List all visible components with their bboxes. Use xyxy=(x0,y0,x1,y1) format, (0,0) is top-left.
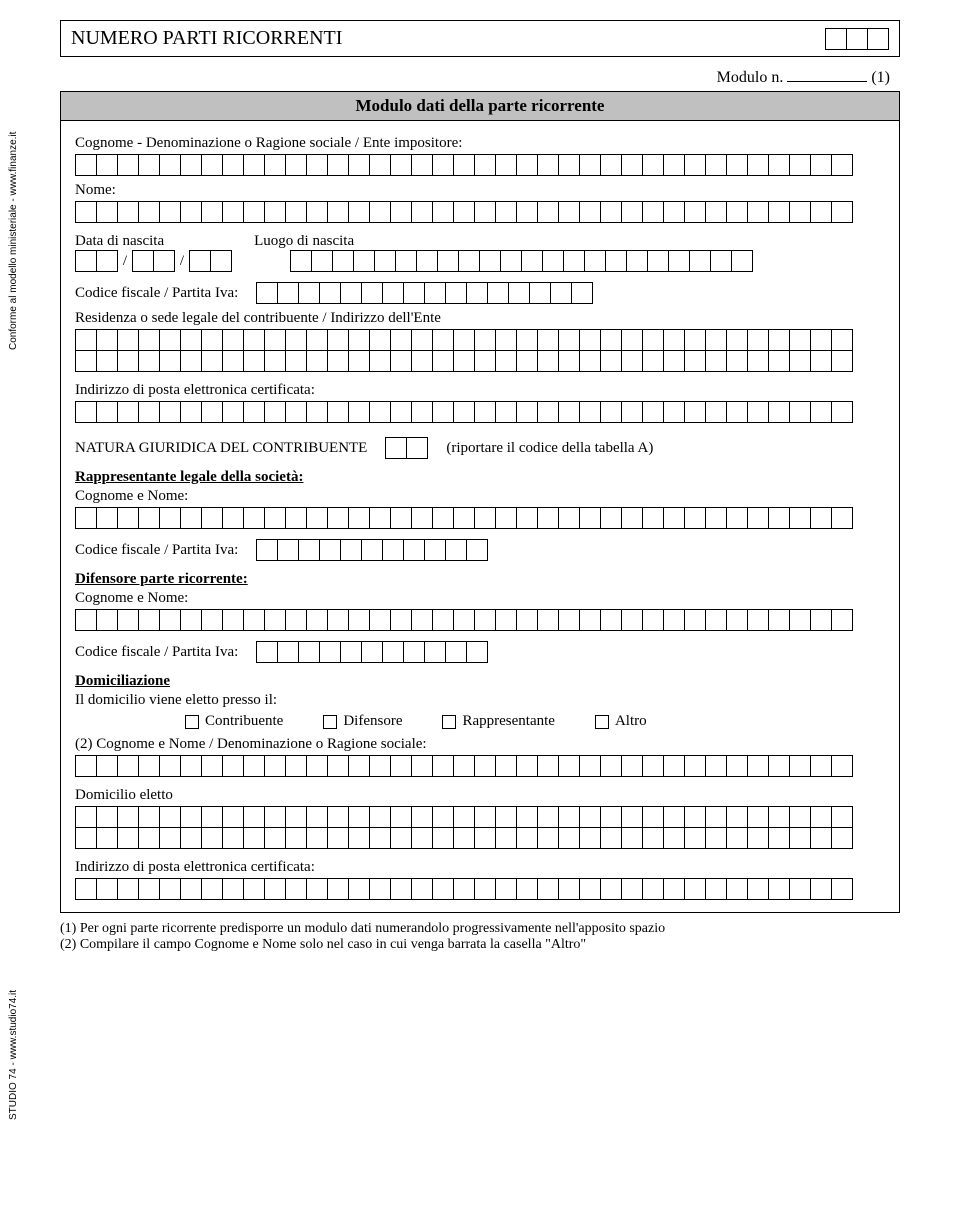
domicilio-cells-2[interactable] xyxy=(75,827,885,849)
pec-label-2: Indirizzo di posta elettronica certifica… xyxy=(75,859,885,876)
chk-rappresentante[interactable]: Rappresentante xyxy=(442,713,554,730)
difensore-cognome-cells[interactable] xyxy=(75,609,885,631)
modulo-n-line: Modulo n. (1) xyxy=(60,69,900,87)
date-mm[interactable] xyxy=(132,250,175,272)
side-note-2: STUDIO 74 - www.studio74.it xyxy=(8,990,19,1120)
pec-label-1: Indirizzo di posta elettronica certifica… xyxy=(75,382,885,399)
nome-label: Nome: xyxy=(75,182,885,199)
footnotes: (1) Per ogni parte ricorrente predisporr… xyxy=(60,921,900,953)
cf-cells-1[interactable] xyxy=(256,282,593,304)
pec-cells-1[interactable] xyxy=(75,401,885,423)
main-form-box: Modulo dati della parte ricorrente Cogno… xyxy=(60,91,900,913)
cognome-denom-2-label: (2) Cognome e Nome / Denominazione o Rag… xyxy=(75,736,885,753)
cognome-label: Cognome - Denominazione o Ragione social… xyxy=(75,135,885,152)
cognome-cells[interactable] xyxy=(75,154,885,176)
natura-label: NATURA GIURIDICA DEL CONTRIBUENTE xyxy=(75,440,367,457)
rappr-cognome-cells[interactable] xyxy=(75,507,885,529)
cf-label-2: Codice fiscale / Partita Iva: xyxy=(75,542,238,559)
rappresentante-title: Rappresentante legale della società: xyxy=(75,469,885,486)
side-note-1: Conforme al modello ministeriale - www.f… xyxy=(8,132,19,350)
chk-contribuente[interactable]: Contribuente xyxy=(185,713,283,730)
domicilio-eletto-label: Domicilio eletto xyxy=(75,787,885,804)
natura-cells[interactable] xyxy=(385,437,428,459)
date-yy[interactable] xyxy=(189,250,232,272)
luogo-cells[interactable] xyxy=(290,250,753,272)
footnote-2: (2) Compilare il campo Cognome e Nome so… xyxy=(60,937,900,953)
date-slash-1: / xyxy=(118,250,132,272)
modulo-n-blank[interactable] xyxy=(787,81,867,82)
top-cells[interactable] xyxy=(825,28,889,50)
cf-label-3: Codice fiscale / Partita Iva: xyxy=(75,644,238,661)
top-title: NUMERO PARTI RICORRENTI xyxy=(71,27,342,50)
footnote-1: (1) Per ogni parte ricorrente predisporr… xyxy=(60,921,900,937)
pec-cells-2[interactable] xyxy=(75,878,885,900)
residenza-label: Residenza o sede legale del contribuente… xyxy=(75,310,885,327)
cognome-denom-2-cells[interactable] xyxy=(75,755,885,777)
residenza-cells-2[interactable] xyxy=(75,350,885,372)
residenza-cells-1[interactable] xyxy=(75,329,885,351)
data-nascita-label: Data di nascita xyxy=(75,233,164,250)
top-box: NUMERO PARTI RICORRENTI xyxy=(60,20,900,57)
date-slash-2: / xyxy=(175,250,189,272)
cf-cells-2[interactable] xyxy=(256,539,488,561)
cf-cells-3[interactable] xyxy=(256,641,488,663)
rappr-cognome-label: Cognome e Nome: xyxy=(75,488,885,505)
nome-cells[interactable] xyxy=(75,201,885,223)
section-header: Modulo dati della parte ricorrente xyxy=(61,92,899,121)
date-dd[interactable] xyxy=(75,250,118,272)
natura-note: (riportare il codice della tabella A) xyxy=(446,440,653,457)
difensore-cognome-label: Cognome e Nome: xyxy=(75,590,885,607)
domiciliazione-title: Domiciliazione xyxy=(75,673,885,690)
luogo-nascita-label: Luogo di nascita xyxy=(254,233,354,250)
difensore-title: Difensore parte ricorrente: xyxy=(75,571,885,588)
domicilio-cells-1[interactable] xyxy=(75,806,885,828)
chk-altro[interactable]: Altro xyxy=(595,713,647,730)
chk-difensore[interactable]: Difensore xyxy=(323,713,402,730)
domicil-sub-label: Il domicilio viene eletto presso il: xyxy=(75,692,885,709)
cf-label-1: Codice fiscale / Partita Iva: xyxy=(75,285,238,302)
